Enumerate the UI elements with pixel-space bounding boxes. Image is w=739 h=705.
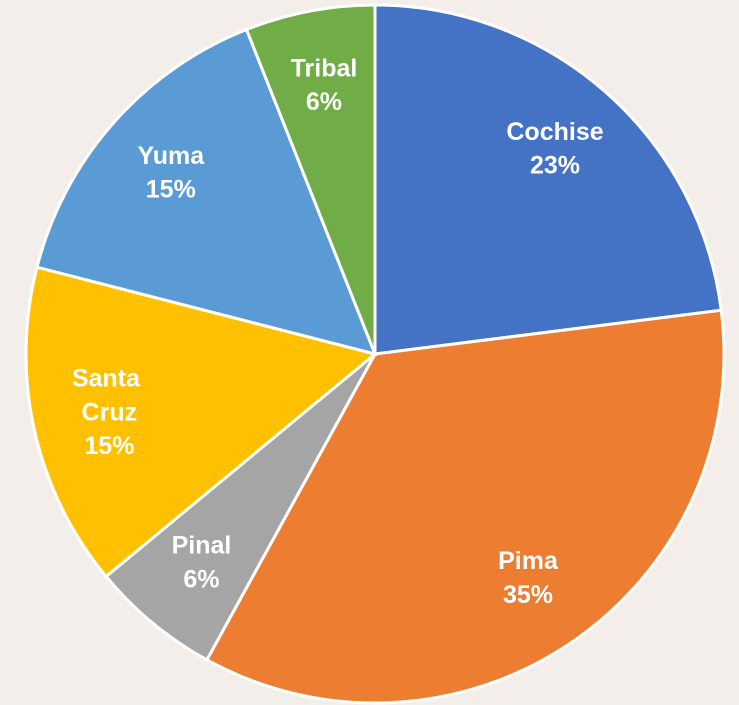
slice-name: Pinal (172, 531, 232, 559)
pie-slice (204, 308, 726, 705)
slice-name-line: Cruz (82, 398, 138, 426)
slice-value-label: 6% (183, 565, 219, 593)
slice-name-line: Cochise (506, 117, 603, 145)
slice-value-label: 15% (84, 432, 134, 460)
pie-slice (373, 3, 723, 356)
pie-slice (103, 352, 377, 662)
slice-name: Santa Cruz (72, 364, 147, 426)
slice-name-line: Pima (498, 547, 559, 575)
slice-value-label: 35% (503, 581, 553, 609)
slice-value-label: 15% (146, 176, 196, 204)
pie-slice (24, 265, 379, 579)
slice-value-label: 23% (530, 151, 580, 179)
slice-name: Tribal (291, 54, 358, 82)
slice-name: Cochise (506, 117, 603, 145)
slice-name-line: Santa (72, 364, 147, 392)
slice-name: Pima (498, 547, 559, 575)
slice-name-line: Tribal (291, 54, 358, 82)
slice-name-line: Pinal (172, 531, 232, 559)
pie-slice (35, 27, 378, 357)
slice-name: Yuma (137, 142, 205, 170)
pie-slice (244, 3, 377, 355)
slice-value-label: 6% (306, 88, 342, 116)
slice-name-line: Yuma (137, 142, 205, 170)
